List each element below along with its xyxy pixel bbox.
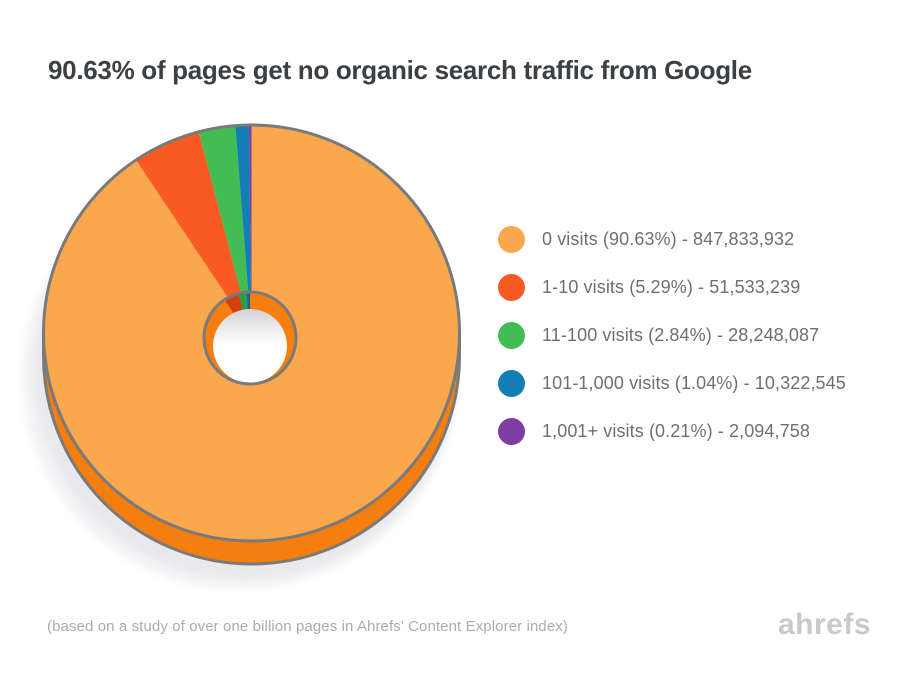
chart-legend: 0 visits (90.63%) - 847,833,932 1-10 visi… (498, 226, 846, 466)
legend-item: 11-100 visits (2.84%) - 28,248,087 (498, 322, 846, 349)
legend-color-dot (498, 274, 525, 301)
legend-label: 1,001+ visits (0.21%) - 2,094,758 (542, 421, 810, 441)
legend-item: 101-1,000 visits (1.04%) - 10,322,545 (498, 370, 846, 397)
page-title: 90.63% of pages get no organic search tr… (48, 55, 752, 85)
legend-label: 1-10 visits (5.29%) - 51,533,239 (542, 277, 801, 297)
legend-color-dot (498, 418, 525, 445)
legend-label: 11-100 visits (2.84%) - 28,248,087 (542, 325, 820, 345)
legend-item: 0 visits (90.63%) - 847,833,932 (498, 226, 846, 253)
legend-label: 0 visits (90.63%) - 847,833,932 (542, 229, 795, 249)
legend-item: 1-10 visits (5.29%) - 51,533,239 (498, 274, 846, 301)
legend-item: 1,001+ visits (0.21%) - 2,094,758 (498, 418, 846, 445)
legend-color-dot (498, 370, 525, 397)
pie-slice-101-1-000-visits (235, 125, 252, 334)
footnote: (based on a study of over one billion pa… (47, 618, 568, 635)
ahrefs-logo: ahrefs (778, 608, 872, 641)
legend-color-dot (498, 226, 525, 253)
legend-label: 101-1,000 visits (1.04%) - 10,322,545 (542, 373, 846, 393)
pie-slice-11-100-visits (198, 125, 252, 333)
pie-slice-1-001-visits (248, 125, 252, 333)
legend-color-dot (498, 322, 525, 349)
pie-slice-1-10-visits (136, 131, 252, 333)
